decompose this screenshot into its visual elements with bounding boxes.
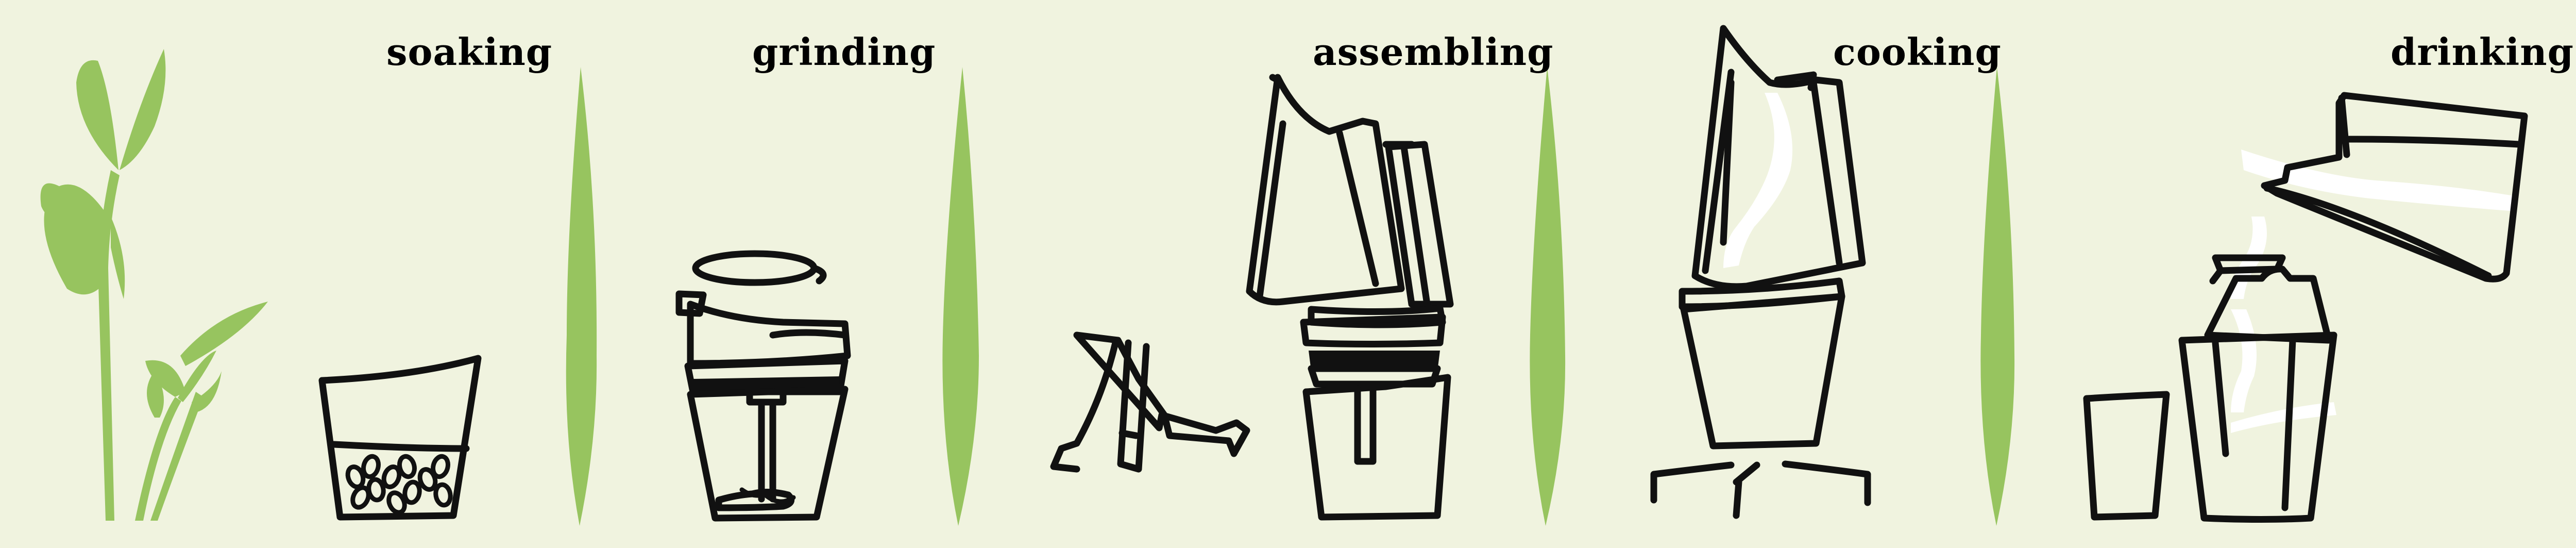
step-label-soaking: soaking [386, 30, 553, 74]
separator-leaf-1 [566, 67, 597, 526]
step-label-grinding: grinding [752, 30, 936, 74]
coffee-plant-icon [40, 49, 268, 521]
moka-pot-parts-icon [1050, 74, 1454, 521]
separator-leaf-2 [942, 67, 979, 526]
separator-leaf-3 [1530, 67, 1566, 526]
separator-leaves [566, 67, 2015, 526]
step-label-assembling: assembling [1313, 30, 1554, 74]
step-label-drinking: drinking [2391, 30, 2574, 74]
moka-pot-cooking-icon [1650, 25, 1871, 519]
grinder-icon [675, 250, 851, 522]
separator-leaf-4 [1980, 67, 2015, 526]
pouring-coffee-icon [2083, 92, 2528, 523]
coffee-beans-icon [345, 454, 453, 515]
soaking-glass-icon [318, 355, 482, 521]
step-label-cooking: cooking [1833, 30, 2002, 74]
